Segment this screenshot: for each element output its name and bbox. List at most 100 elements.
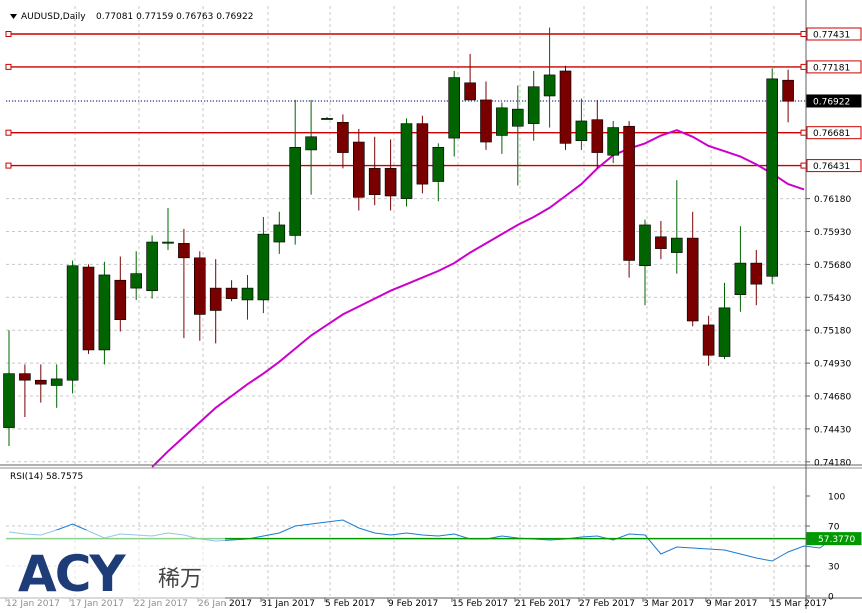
candle-body bbox=[400, 123, 413, 199]
candle-body bbox=[178, 243, 190, 259]
time-tick-label: 9 Feb 2017 bbox=[388, 599, 438, 609]
level-handle-left bbox=[5, 63, 12, 70]
candle-body bbox=[655, 236, 667, 249]
candle bbox=[50, 364, 63, 408]
candle-body bbox=[623, 125, 635, 261]
candle bbox=[559, 65, 572, 150]
time-tick-label: 21 Feb 2017 bbox=[515, 599, 571, 609]
candle bbox=[655, 220, 667, 260]
candle bbox=[670, 180, 683, 274]
level-handle-left bbox=[5, 129, 12, 136]
candle bbox=[34, 364, 47, 403]
candle-body bbox=[337, 121, 349, 153]
price-tick-label: 0.75180 bbox=[814, 327, 851, 337]
price-level-tag bbox=[806, 159, 862, 173]
level-handle-right bbox=[800, 31, 807, 37]
candle bbox=[98, 261, 111, 365]
candle-body bbox=[3, 373, 15, 428]
candle-body bbox=[114, 279, 127, 320]
candle-body bbox=[559, 70, 572, 144]
rsi-label: RSI(14) 58.7575 bbox=[10, 472, 83, 482]
candle bbox=[432, 143, 445, 202]
price-level-tag-label: 0.76431 bbox=[813, 162, 850, 172]
candle-body bbox=[782, 79, 794, 102]
candle bbox=[511, 85, 524, 186]
candle bbox=[273, 211, 286, 254]
watermark: ACY 稀万 bbox=[0, 530, 225, 609]
candle bbox=[352, 128, 365, 211]
candle-body bbox=[257, 233, 270, 301]
candle-body bbox=[209, 287, 222, 311]
time-tick-label: 3 Mar 2017 bbox=[643, 599, 694, 609]
watermark-logo-cjk: 稀万 bbox=[158, 567, 202, 592]
level-handle-right bbox=[800, 162, 807, 169]
candle-body bbox=[702, 324, 715, 356]
candle bbox=[400, 118, 413, 207]
candle-body bbox=[432, 146, 445, 182]
candle-body bbox=[98, 274, 111, 351]
candle-body bbox=[480, 99, 492, 143]
time-tick-label: 9 Mar 2017 bbox=[706, 599, 757, 609]
level-handle-right bbox=[800, 129, 807, 136]
price-tick-label: 0.76180 bbox=[814, 195, 851, 205]
price-tick-label: 0.75430 bbox=[814, 294, 851, 304]
time-tick-label: 31 Jan 2017 bbox=[261, 599, 315, 609]
candle-body bbox=[162, 241, 174, 244]
candle-body bbox=[416, 123, 429, 185]
candle bbox=[623, 120, 635, 278]
rsi-tick-label: 100 bbox=[828, 493, 845, 503]
candles bbox=[3, 27, 794, 447]
candle bbox=[305, 99, 317, 195]
candle bbox=[639, 219, 651, 306]
candle bbox=[448, 70, 461, 157]
price-tick-label: 0.74430 bbox=[814, 425, 851, 435]
candle-body bbox=[670, 237, 683, 253]
candle-body bbox=[321, 118, 333, 120]
candle bbox=[416, 115, 429, 194]
level-handle-right bbox=[800, 63, 807, 70]
candle bbox=[591, 99, 604, 169]
candle bbox=[225, 280, 238, 302]
candle-body bbox=[639, 224, 651, 267]
candle-body bbox=[448, 77, 461, 139]
time-tick-label: 27 Feb 2017 bbox=[579, 599, 635, 609]
candle bbox=[194, 251, 206, 341]
candle-body bbox=[464, 82, 476, 101]
candle-body bbox=[225, 287, 238, 299]
chart-symbol-label: AUDUSD,Daily bbox=[21, 12, 86, 22]
candle bbox=[384, 139, 397, 211]
rsi-level-tag bbox=[806, 532, 862, 546]
candle bbox=[480, 81, 492, 150]
candle-body bbox=[368, 168, 381, 195]
price-tick-label: 0.74180 bbox=[814, 458, 851, 468]
candle-body bbox=[686, 237, 699, 322]
watermark-logo-letters: ACY bbox=[18, 545, 126, 603]
price-tick-label: 0.75930 bbox=[814, 228, 851, 238]
candle bbox=[766, 68, 779, 285]
candle bbox=[19, 364, 31, 418]
candle-body bbox=[146, 241, 158, 292]
candle bbox=[3, 330, 15, 447]
candle bbox=[321, 117, 333, 120]
price-tick-label: 0.74680 bbox=[814, 393, 851, 403]
candle bbox=[66, 260, 79, 394]
candle bbox=[782, 69, 794, 123]
candle bbox=[543, 27, 556, 128]
candle-body bbox=[82, 266, 95, 351]
price-level-tag bbox=[806, 27, 862, 41]
rsi-tick-label: 30 bbox=[828, 563, 840, 573]
candle bbox=[289, 99, 302, 245]
candle bbox=[686, 211, 699, 327]
candle-body bbox=[718, 307, 731, 357]
candle-body bbox=[289, 146, 302, 236]
candle bbox=[257, 217, 270, 314]
price-level-tag-label: 0.76681 bbox=[813, 129, 850, 139]
candle-body bbox=[734, 262, 747, 295]
candle bbox=[464, 53, 476, 101]
price-level-tag bbox=[806, 60, 862, 74]
price-level-tag-label: 0.76922 bbox=[813, 97, 850, 107]
